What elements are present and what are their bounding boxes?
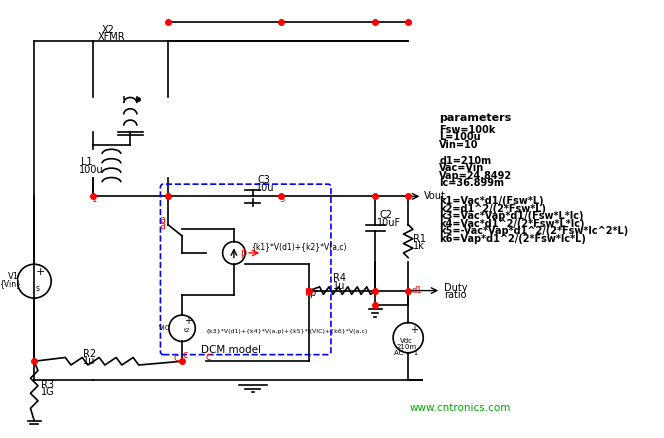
Text: {k3}*V(d1)+{k4}*V(a,p)+{k5}*I(VIC)+{k6}*V(a,c): {k3}*V(d1)+{k4}*V(a,p)+{k5}*I(VIC)+{k6}*… [206,328,368,334]
Text: V1: V1 [8,272,19,281]
Text: 1G: 1G [41,387,54,397]
Text: t2: t2 [184,328,191,332]
Text: 1u: 1u [333,281,345,291]
Text: k6=Vap*d1^2/(2*Fsw*Ic*L): k6=Vap*d1^2/(2*Fsw*Ic*L) [440,234,586,244]
Text: k2=d1^2/(2*Fsw*L): k2=d1^2/(2*Fsw*L) [440,204,546,214]
Text: 10uF: 10uF [377,218,401,228]
Text: s: s [35,284,39,293]
Text: k5=-Vac*Vap*d1^2/(2*Fsw*Ic^2*L): k5=-Vac*Vap*d1^2/(2*Fsw*Ic^2*L) [440,226,629,236]
Text: 1u: 1u [83,356,96,366]
Text: XFMR: XFMR [98,32,125,42]
Text: 1k: 1k [413,241,425,251]
Text: Vdc: Vdc [400,339,413,344]
Text: 210m: 210m [396,344,416,350]
Text: R2: R2 [83,349,96,359]
Text: 100u: 100u [78,165,103,175]
Text: L=100u: L=100u [440,132,481,142]
Text: X2: X2 [102,25,115,35]
Text: c: c [206,352,211,361]
Text: a: a [159,215,165,225]
Text: VIC: VIC [159,325,171,331]
Text: C3: C3 [258,175,270,185]
Text: L1: L1 [81,156,93,166]
Text: a: a [159,221,165,230]
Text: Vout: Vout [424,191,446,201]
Text: {k1}*V(d1)+{k2}*V(a,c): {k1}*V(d1)+{k2}*V(a,c) [251,242,347,251]
Text: Vac=Vin: Vac=Vin [440,163,485,173]
Text: p: p [305,286,311,296]
Text: k4=Vac*d1^2/(2*Fsw*L*Ic): k4=Vac*d1^2/(2*Fsw*L*Ic) [440,219,585,229]
Text: Vap=24.8492: Vap=24.8492 [440,171,513,180]
Text: AC = 1: AC = 1 [394,350,418,356]
Text: 10u: 10u [256,183,274,193]
Text: +: + [410,325,418,335]
Text: Ic=36.899m: Ic=36.899m [440,178,504,188]
Text: R3: R3 [41,380,54,390]
Text: k3=Vac*Vap*d1/(Fsw*L*Ic): k3=Vac*Vap*d1/(Fsw*L*Ic) [440,211,584,221]
Text: Vin=10: Vin=10 [440,140,479,150]
Text: parameters: parameters [440,113,511,123]
Text: {Vin}: {Vin} [0,279,21,289]
Text: p: p [240,248,246,258]
Text: 1: 1 [91,195,96,204]
Text: +: + [184,316,192,326]
Text: k1=Vac*d1/(Fsw*L): k1=Vac*d1/(Fsw*L) [440,196,544,206]
Text: c: c [182,350,187,360]
Text: d1=210m: d1=210m [440,155,491,166]
Text: R1: R1 [413,234,426,244]
Text: 3: 3 [279,195,284,204]
Text: +: + [36,267,45,277]
Text: ratio: ratio [444,290,467,300]
Text: d1: d1 [411,286,422,295]
Text: Fsw=100k: Fsw=100k [440,124,495,134]
Text: www.cntronics.com: www.cntronics.com [409,403,511,413]
Text: DCM model: DCM model [201,345,261,355]
Text: c: c [174,353,179,364]
Text: C2: C2 [380,210,393,220]
Text: R4: R4 [333,273,346,283]
Text: Duty: Duty [444,283,467,293]
Text: p: p [309,288,315,298]
